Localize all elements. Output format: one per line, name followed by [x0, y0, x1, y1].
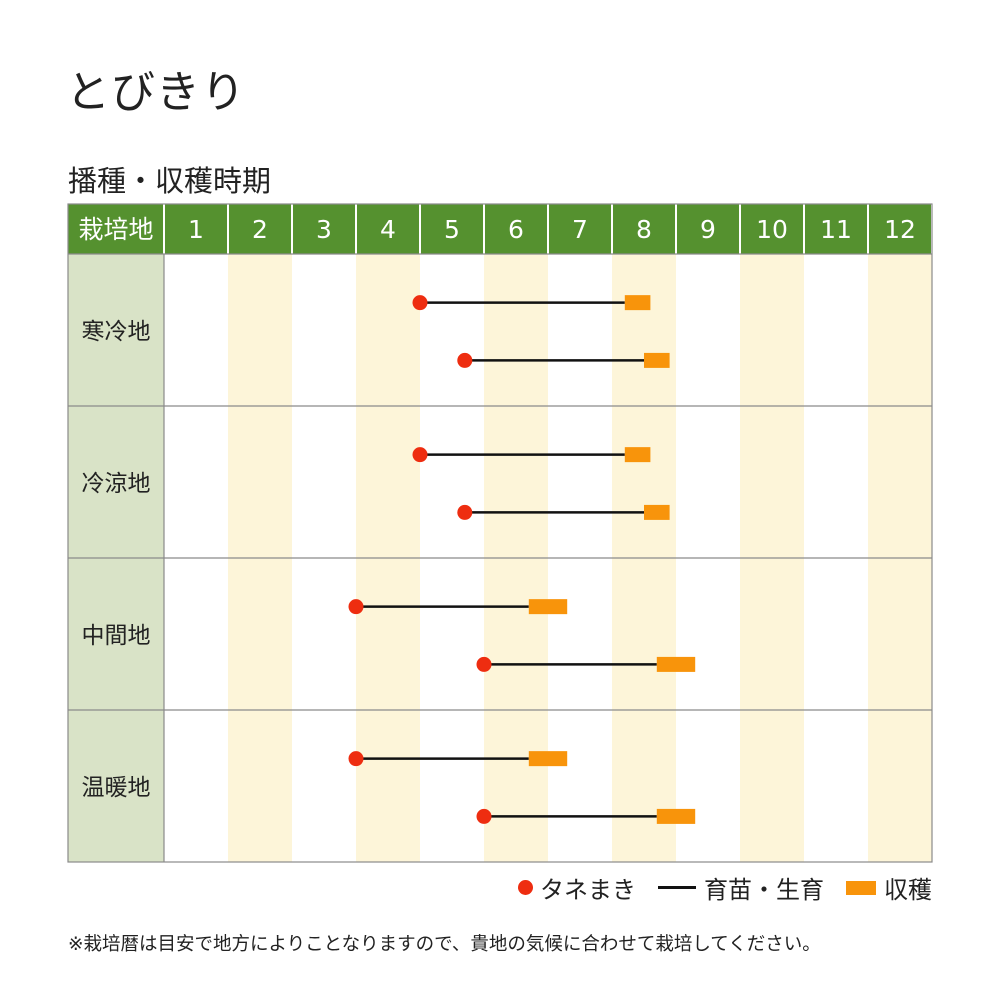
- region-cell: [68, 254, 164, 406]
- region-label: 中間地: [82, 623, 151, 649]
- harvest-bar: [656, 656, 696, 672]
- sowing-point: [348, 751, 364, 767]
- sowing-point: [476, 656, 492, 672]
- sowing-dot-icon: [518, 880, 533, 895]
- region-label: 温暖地: [82, 775, 151, 801]
- month-label-8: 8: [636, 215, 652, 244]
- legend-harvest-label: 収穫: [884, 876, 932, 904]
- sowing-point: [412, 447, 428, 463]
- month-label-7: 7: [572, 215, 588, 244]
- harvest-bar: [624, 447, 651, 463]
- legend-sowing-label: タネまき: [540, 876, 636, 904]
- harvest-bar: [528, 751, 568, 767]
- region-cell: [68, 406, 164, 558]
- region-label: 寒冷地: [82, 319, 151, 345]
- legend-growing-label: 育苗・生育: [704, 876, 824, 904]
- sowing-point: [457, 504, 473, 520]
- chart-border: [67, 203, 933, 863]
- harvest-box-icon: [846, 880, 876, 895]
- legend-growing: 育苗・生育: [658, 870, 824, 905]
- harvest-bar: [656, 808, 696, 824]
- sowing-point: [457, 352, 473, 368]
- harvest-bar: [528, 599, 568, 615]
- page-title: とびきり: [66, 67, 246, 118]
- harvest-bar: [644, 504, 670, 520]
- region-label: 冷涼地: [82, 471, 151, 497]
- header-row: [68, 204, 932, 254]
- sowing-point: [476, 808, 492, 824]
- month-label-3: 3: [316, 215, 332, 244]
- header-region-label: 栽培地: [78, 215, 153, 244]
- month-label-5: 5: [444, 215, 460, 244]
- month-label-2: 2: [252, 215, 268, 244]
- sowing-point: [412, 295, 428, 311]
- month-label-4: 4: [380, 215, 396, 244]
- legend-sowing: タネまき: [518, 870, 636, 905]
- chart-subtitle: 播種・収穫時期: [68, 164, 272, 198]
- month-label-9: 9: [700, 215, 716, 244]
- region-cell: [68, 710, 164, 862]
- harvest-bar: [624, 295, 651, 311]
- month-label-1: 1: [188, 215, 204, 244]
- growing-line-icon: [658, 886, 696, 889]
- region-cell: [68, 558, 164, 710]
- month-label-12: 12: [884, 215, 916, 244]
- footnote: ※栽培暦は目安で地方によりことなりますので、貴地の気候に合わせて栽培してください…: [68, 934, 821, 955]
- month-label-11: 11: [820, 215, 852, 244]
- month-label-10: 10: [756, 215, 788, 244]
- sowing-point: [348, 599, 364, 615]
- month-label-6: 6: [508, 215, 524, 244]
- legend-harvest: 収穫: [846, 870, 932, 905]
- chart-legend: タネまき 育苗・生育 収穫: [496, 870, 932, 905]
- harvest-bar: [644, 352, 670, 368]
